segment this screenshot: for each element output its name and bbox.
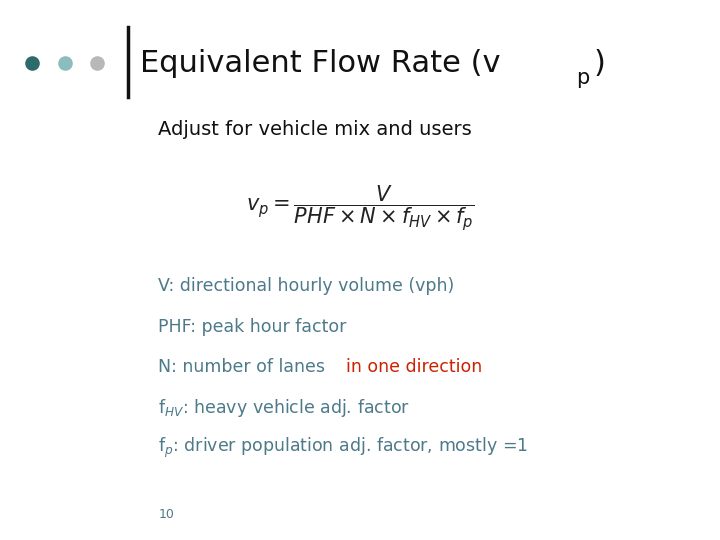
Text: N: number of lanes: N: number of lanes — [158, 358, 331, 376]
Text: V: directional hourly volume (vph): V: directional hourly volume (vph) — [158, 277, 454, 295]
Text: Adjust for vehicle mix and users: Adjust for vehicle mix and users — [158, 120, 472, 139]
Text: Equivalent Flow Rate (v: Equivalent Flow Rate (v — [140, 49, 501, 78]
Text: PHF: peak hour factor: PHF: peak hour factor — [158, 318, 347, 336]
Text: f$_{\mathit{HV}}$: heavy vehicle adj. factor: f$_{\mathit{HV}}$: heavy vehicle adj. fa… — [158, 397, 410, 418]
Text: f$_{\mathit{p}}$: driver population adj. factor, mostly =1: f$_{\mathit{p}}$: driver population adj.… — [158, 436, 528, 460]
Text: 10: 10 — [158, 508, 174, 521]
Text: p: p — [576, 68, 589, 89]
Text: ): ) — [594, 49, 606, 78]
Text: in one direction: in one direction — [346, 358, 482, 376]
Text: $\mathit{v_p} = \dfrac{V}{PHF \times N \times f_{HV} \times f_p}$: $\mathit{v_p} = \dfrac{V}{PHF \times N \… — [246, 183, 474, 233]
